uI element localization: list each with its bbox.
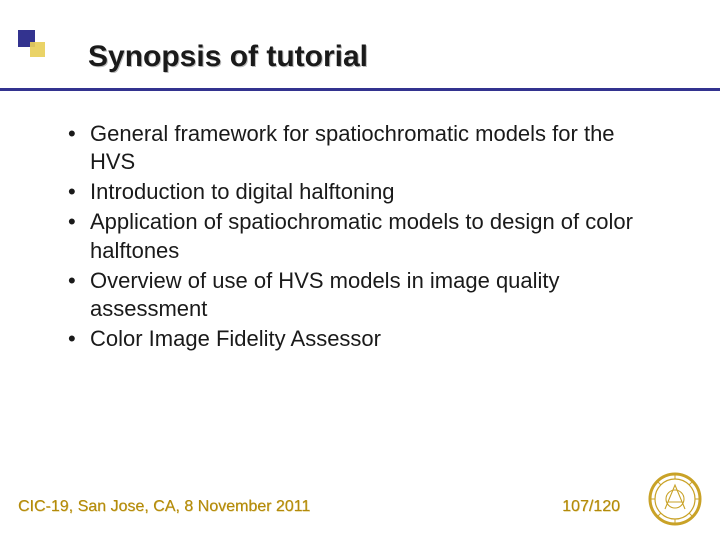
list-item: Application of spatiochromatic models to… <box>60 208 660 264</box>
bullet-text: Introduction to digital halftoning <box>90 179 395 204</box>
corner-mark-icon <box>18 30 46 58</box>
slide: Synopsis of tutorial General framework f… <box>0 0 720 540</box>
header: Synopsis of tutorial <box>0 0 720 100</box>
list-item: General framework for spatiochromatic mo… <box>60 120 660 176</box>
bullet-text: Color Image Fidelity Assessor <box>90 326 381 351</box>
title-underline <box>0 88 720 91</box>
bullet-text: Application of spatiochromatic models to… <box>90 209 633 262</box>
body: General framework for spatiochromatic mo… <box>60 120 660 355</box>
slide-title: Synopsis of tutorial <box>88 40 368 74</box>
bullet-text: Overview of use of HVS models in image q… <box>90 268 560 321</box>
page-number: 107/120 <box>562 498 620 516</box>
corner-mark-yellow <box>30 42 45 57</box>
bullet-text: General framework for spatiochromatic mo… <box>90 121 615 174</box>
list-item: Overview of use of HVS models in image q… <box>60 267 660 323</box>
logo-icon <box>648 472 702 526</box>
bullet-list: General framework for spatiochromatic mo… <box>60 120 660 353</box>
list-item: Color Image Fidelity Assessor <box>60 325 660 353</box>
list-item: Introduction to digital halftoning <box>60 178 660 206</box>
footer-left: CIC-19, San Jose, CA, 8 November 2011 <box>18 498 310 516</box>
